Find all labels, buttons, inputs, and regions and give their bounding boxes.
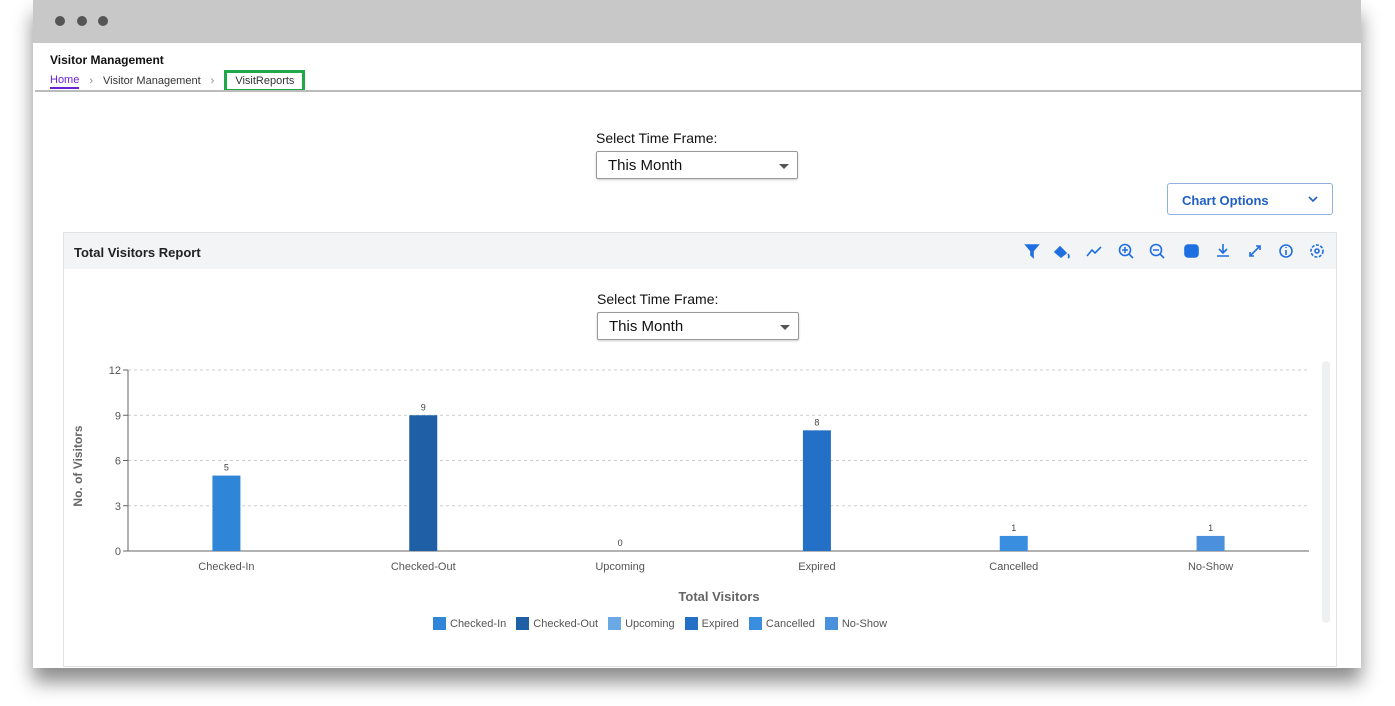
panel-time-frame: Select Time Frame: This Month bbox=[597, 291, 799, 340]
x-tick-label: Expired bbox=[798, 561, 835, 573]
panel-header: Total Visitors Report bbox=[64, 233, 1336, 269]
legend-item[interactable]: Expired bbox=[684, 617, 739, 630]
arrow bbox=[780, 325, 790, 330]
x-tick-label: No-Show bbox=[1188, 561, 1233, 573]
dropdown-value: This Month bbox=[609, 318, 684, 335]
filter-icon[interactable] bbox=[1024, 244, 1040, 259]
report-panel: Total Visitors Report Select Time Frame:… bbox=[63, 232, 1337, 667]
legend-label: Checked-Out bbox=[533, 617, 599, 630]
y-tick-label: 0 bbox=[115, 546, 121, 558]
fill-icon[interactable] bbox=[1053, 245, 1070, 259]
legend-item[interactable]: Upcoming bbox=[608, 617, 675, 630]
x-axis-title: Total Visitors bbox=[678, 589, 759, 604]
label: Select Time Frame: bbox=[597, 291, 719, 307]
x-tick-label: Checked-Out bbox=[391, 561, 456, 573]
y-axis-title: No. of Visitors bbox=[71, 425, 85, 506]
page-title: Visitor Management bbox=[50, 53, 164, 67]
zoom-out-icon[interactable] bbox=[1149, 243, 1165, 259]
chart-options-button[interactable]: Chart Options bbox=[1167, 183, 1333, 215]
toolbar bbox=[1024, 243, 1324, 259]
toggle-icon[interactable] bbox=[1184, 244, 1199, 258]
scrollbar[interactable] bbox=[1322, 361, 1330, 623]
dropdown[interactable]: This Month bbox=[597, 312, 799, 340]
legend-item[interactable]: Checked-In bbox=[433, 617, 506, 630]
title-bar bbox=[33, 0, 1361, 43]
y-tick-label: 6 bbox=[115, 456, 121, 468]
x-tick-label: Upcoming bbox=[595, 561, 645, 573]
separator: › bbox=[89, 75, 94, 87]
label: Select Time Frame: bbox=[596, 130, 718, 146]
separator: › bbox=[210, 75, 215, 87]
panel-title: Total Visitors Report bbox=[74, 245, 201, 260]
dropdown-value: This Month bbox=[608, 157, 683, 174]
legend-label: Upcoming bbox=[625, 617, 675, 630]
window-dot[interactable] bbox=[98, 16, 108, 26]
legend-label: Expired bbox=[701, 617, 739, 630]
data-label: 9 bbox=[421, 402, 426, 412]
download-icon[interactable] bbox=[1217, 244, 1229, 257]
line-icon[interactable] bbox=[1086, 246, 1102, 257]
chevron bbox=[1308, 196, 1318, 203]
y-tick-label: 3 bbox=[115, 501, 121, 513]
legend-item[interactable]: Checked-Out bbox=[516, 617, 598, 630]
x-tick-label: Cancelled bbox=[989, 561, 1038, 573]
data-label: 8 bbox=[814, 417, 819, 427]
bar bbox=[1196, 535, 1225, 551]
dropdown[interactable]: This Month bbox=[596, 151, 798, 179]
legend: Checked-In Checked-Out Upcoming Expired Canc… bbox=[433, 617, 887, 630]
y-tick-label: 12 bbox=[109, 365, 121, 377]
y-tick-label: 9 bbox=[115, 410, 121, 422]
breadcrumb-link[interactable]: Visitor Management bbox=[103, 75, 201, 87]
time-frame: Select Time Frame: This Month bbox=[596, 130, 798, 179]
legend-swatch bbox=[684, 617, 698, 630]
bar bbox=[212, 475, 241, 551]
info-icon[interactable] bbox=[1279, 244, 1293, 258]
legend-swatch bbox=[748, 617, 762, 630]
legend-item[interactable]: Cancelled bbox=[748, 617, 815, 630]
legend-label: No-Show bbox=[841, 617, 888, 630]
bar bbox=[409, 415, 438, 551]
expand-icon[interactable] bbox=[1249, 245, 1261, 257]
browser-window: Visitor Management Home › Visitor Manage… bbox=[33, 0, 1361, 668]
data-label: 1 bbox=[1208, 523, 1213, 533]
legend-swatch bbox=[433, 617, 446, 630]
arrow bbox=[779, 164, 789, 169]
legend-swatch bbox=[608, 617, 622, 630]
legend-swatch bbox=[516, 617, 530, 630]
breadcrumb-link[interactable]: Home bbox=[50, 74, 80, 89]
x-tick-label: Checked-In bbox=[198, 561, 254, 573]
bar bbox=[999, 535, 1028, 551]
data-label: 1 bbox=[1011, 523, 1016, 533]
legend-label: Cancelled bbox=[765, 617, 815, 630]
window-dot[interactable] bbox=[77, 16, 87, 26]
button-label: Chart Options bbox=[1182, 193, 1269, 208]
zoom-in-icon[interactable] bbox=[1118, 243, 1134, 259]
legend-label: Checked-In bbox=[450, 617, 507, 630]
window-dot[interactable] bbox=[55, 16, 65, 26]
divider bbox=[35, 90, 1361, 92]
data-label: 0 bbox=[618, 538, 623, 548]
bar bbox=[802, 430, 831, 551]
legend-item[interactable]: No-Show bbox=[824, 617, 888, 630]
data-label: 5 bbox=[224, 463, 229, 473]
settings-icon[interactable] bbox=[1310, 244, 1324, 258]
legend-swatch bbox=[824, 617, 838, 630]
